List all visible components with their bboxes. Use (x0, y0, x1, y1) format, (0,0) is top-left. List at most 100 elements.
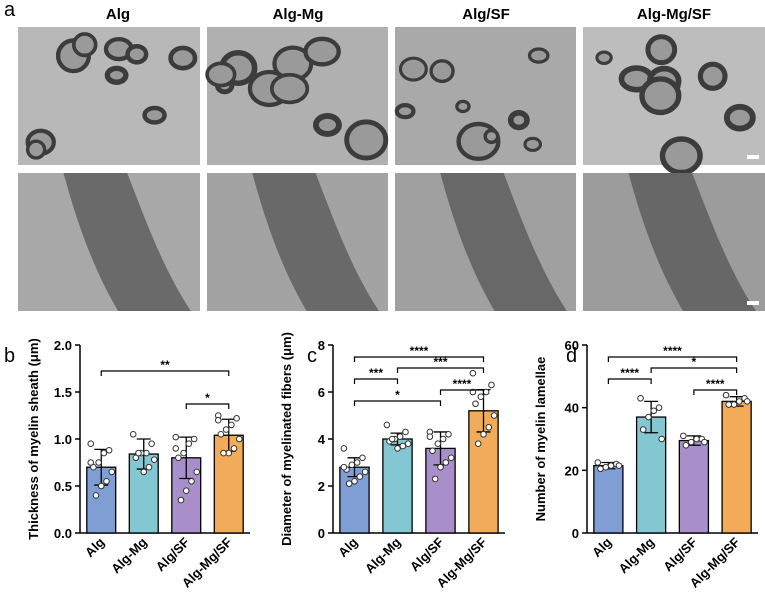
y-tick-label: 0.0 (54, 526, 72, 541)
data-point (188, 478, 195, 485)
data-point (95, 459, 102, 466)
data-point (340, 445, 348, 452)
data-point (177, 496, 185, 504)
data-point (235, 435, 243, 443)
data-point (434, 440, 442, 448)
data-point (230, 445, 238, 452)
data-point (150, 456, 158, 463)
y-tick-label: 0 (572, 526, 579, 541)
bar (678, 439, 710, 534)
significance-label: * (395, 388, 400, 402)
data-point (340, 463, 348, 471)
data-point (615, 462, 623, 469)
data-point (193, 468, 201, 476)
axon (429, 59, 455, 84)
panel-label: a (4, 0, 16, 21)
axon (303, 36, 341, 67)
data-point (645, 413, 652, 421)
data-point (655, 404, 663, 411)
x-tick-label: Alg-Mg (108, 534, 150, 576)
x-tick-label: Alg/SF (660, 534, 700, 574)
data-point (472, 400, 479, 408)
data-point (480, 431, 487, 438)
micrographs (18, 27, 765, 311)
data-point (477, 393, 485, 401)
significance-label: * (205, 391, 210, 405)
significance-bracket (396, 367, 485, 373)
myelin-band (628, 173, 756, 311)
data-point (359, 454, 366, 462)
data-point (222, 426, 230, 433)
axon (269, 72, 310, 105)
y-axis-label: Number of myelin lamellae (533, 357, 548, 522)
axon (723, 103, 756, 132)
x-tick-label: Alg (335, 534, 360, 559)
data-point (148, 440, 155, 448)
data-point (399, 442, 407, 450)
data-point (87, 440, 95, 448)
data-point (637, 394, 644, 402)
data-point (228, 421, 235, 429)
data-point (485, 423, 493, 431)
data-point (680, 432, 687, 440)
x-tick-label: Alg/SF (153, 534, 193, 574)
data-point (735, 398, 743, 405)
x-tick-label: Alg/SF (407, 534, 447, 574)
data-point (650, 407, 658, 415)
data-point (602, 463, 610, 471)
data-point (103, 478, 110, 485)
y-tick-label: 60 (565, 338, 579, 353)
image-title: Alg/SF (462, 6, 510, 23)
axon (25, 139, 47, 160)
significance-label: * (692, 355, 697, 369)
data-point (597, 465, 604, 473)
panel-label: d (566, 345, 577, 367)
data-point (658, 435, 665, 443)
axon (455, 99, 471, 114)
significance-bracket (185, 403, 230, 409)
axon (312, 113, 342, 137)
data-point (220, 449, 227, 457)
myelin-band (252, 173, 379, 311)
axon (645, 34, 678, 66)
y-tick-label: 8 (318, 338, 325, 353)
data-point (693, 435, 700, 443)
bar (382, 438, 413, 534)
data-point (439, 435, 447, 443)
significance-bracket (100, 370, 230, 376)
y-tick-label: 2.0 (54, 338, 72, 353)
data-point (92, 492, 100, 499)
data-point (140, 468, 148, 476)
data-point (474, 440, 482, 448)
data-point (388, 435, 396, 443)
axon (697, 61, 728, 91)
x-tick-label: Alg (589, 534, 614, 559)
bar (635, 416, 667, 534)
data-point (353, 459, 361, 466)
significance-bracket (607, 356, 738, 362)
data-point (730, 401, 738, 408)
data-point (217, 431, 225, 438)
y-tick-label: 20 (565, 463, 579, 478)
axon (659, 136, 703, 176)
significance-bracket (353, 378, 399, 384)
panel-label: c (307, 345, 317, 367)
data-point (145, 463, 153, 471)
significance-label: **** (410, 344, 429, 358)
x-tick-label: Alg-Mg (615, 534, 657, 576)
data-point (482, 388, 490, 396)
data-point (180, 449, 187, 457)
panel-label: b (4, 345, 15, 367)
bar (593, 464, 624, 534)
data-point (396, 433, 404, 440)
axon (142, 105, 167, 125)
data-point (172, 445, 180, 452)
y-tick-label: 0 (318, 526, 325, 541)
data-point (437, 463, 444, 471)
data-point (361, 468, 369, 476)
data-point (639, 426, 647, 433)
data-point (345, 480, 353, 487)
y-axis-label: Diameter of myelinated fibers (μm) (279, 332, 294, 546)
data-point (135, 449, 142, 457)
